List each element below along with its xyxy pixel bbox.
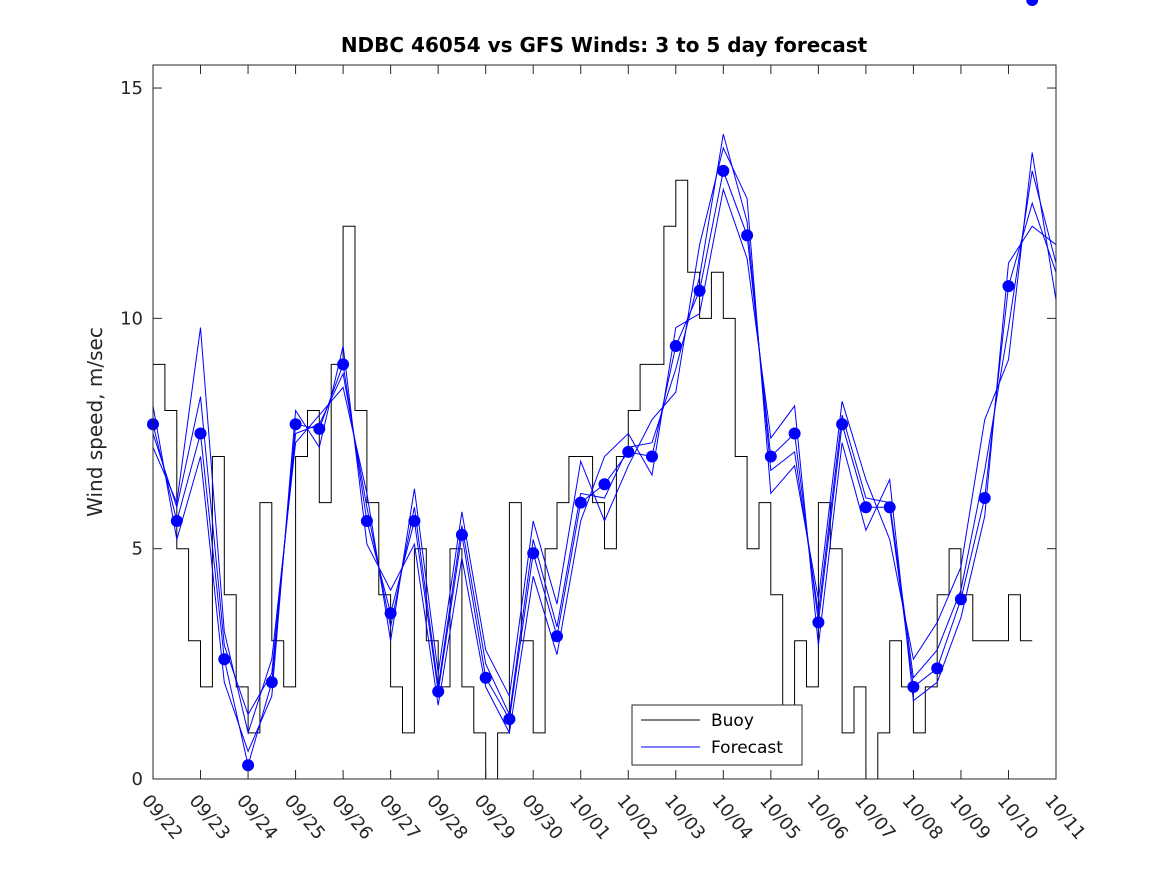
forecast-marker <box>527 547 540 560</box>
series-line-forecast-3 <box>152 187 1057 753</box>
forecast-marker <box>289 418 302 431</box>
y-tick-label: 0 <box>132 769 143 790</box>
forecast-marker <box>954 593 967 606</box>
forecast-marker <box>432 685 445 698</box>
forecast-marker <box>479 671 492 684</box>
forecast-marker <box>218 653 231 666</box>
forecast-marker <box>788 427 801 440</box>
forecast-marker <box>859 501 872 514</box>
series-line-buoy <box>153 179 1033 780</box>
marker-layer <box>147 0 1039 772</box>
forecast-marker <box>907 680 920 693</box>
forecast-marker <box>741 229 754 242</box>
y-axis-ticks: 0 5 10 15 <box>120 78 1056 790</box>
axes-box <box>152 64 1057 780</box>
legend-box <box>631 704 803 766</box>
y-tick-label: 15 <box>120 78 143 99</box>
forecast-marker <box>551 630 563 643</box>
forecast-marker <box>931 662 944 675</box>
forecast-marker <box>574 496 587 509</box>
plot-area <box>153 65 1056 779</box>
forecast-marker <box>836 418 849 431</box>
forecast-marker <box>503 713 516 726</box>
y-tick-label: 5 <box>132 539 143 560</box>
forecast-marker <box>669 340 682 352</box>
forecast-marker <box>384 607 397 620</box>
forecast-marker <box>360 515 373 527</box>
forecast-marker <box>978 492 991 504</box>
forecast-marker <box>717 164 730 177</box>
legend-entry-buoy: Buoy <box>711 711 754 731</box>
forecast-marker <box>408 515 421 527</box>
forecast-marker <box>764 450 777 463</box>
forecast-marker <box>883 501 896 514</box>
forecast-marker <box>194 427 207 440</box>
y-tick-label: 10 <box>120 308 143 329</box>
forecast-marker <box>1002 280 1015 293</box>
forecast-marker <box>242 759 255 772</box>
forecast-marker <box>622 445 635 458</box>
legend: Buoy Forecast <box>631 704 803 766</box>
forecast-marker <box>1026 0 1039 6</box>
forecast-marker <box>170 515 183 527</box>
chart-title: NDBC 46054 vs GFS Winds: 3 to 5 day fore… <box>341 33 868 57</box>
forecast-marker <box>337 358 350 371</box>
series-line-forecast-4 <box>152 133 1057 717</box>
legend-entry-forecast: Forecast <box>711 738 783 758</box>
forecast-marker <box>598 478 611 491</box>
y-axis-label: Wind speed, m/sec <box>83 327 107 517</box>
forecast-marker <box>812 616 825 629</box>
forecast-marker <box>455 528 468 541</box>
forecast-marker <box>693 284 706 297</box>
forecast-marker <box>265 676 278 689</box>
forecast-marker <box>313 422 326 435</box>
forecast-marker <box>646 450 658 463</box>
